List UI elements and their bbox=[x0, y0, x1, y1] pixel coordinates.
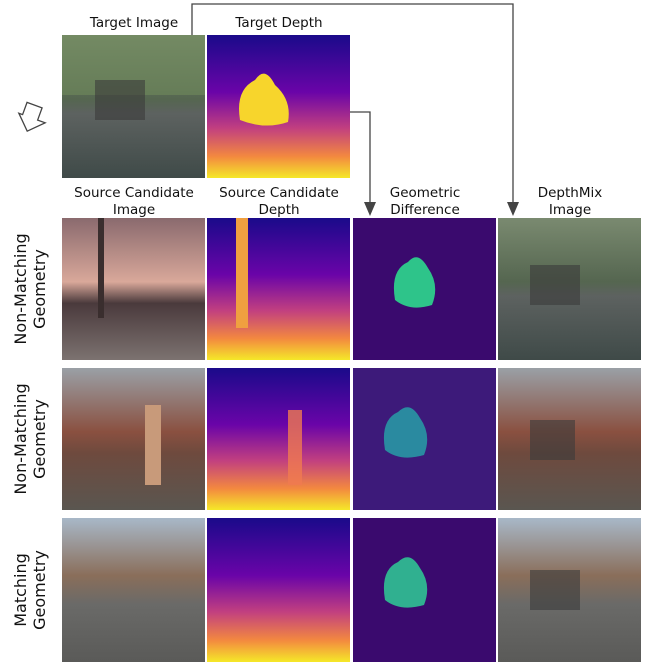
diff-blob bbox=[383, 557, 428, 608]
source-image bbox=[62, 368, 205, 510]
source-image bbox=[62, 518, 205, 662]
cyclists bbox=[530, 420, 575, 460]
pole-depth bbox=[236, 218, 248, 328]
label: Target Image bbox=[89, 15, 178, 31]
row-label: Non-Matching bbox=[11, 383, 30, 494]
arrow-head bbox=[507, 202, 519, 216]
row-label: Non-Matching bbox=[11, 233, 30, 344]
row-label: Geometry bbox=[30, 249, 49, 329]
cyclists bbox=[95, 80, 145, 120]
row-label: Matching bbox=[11, 553, 30, 627]
hollow-arrow bbox=[17, 101, 47, 133]
header: Difference bbox=[390, 202, 460, 218]
header: DepthMix bbox=[538, 185, 603, 201]
header: Geometric bbox=[390, 185, 461, 201]
top-labels: Target Image Target Depth bbox=[89, 15, 323, 31]
arrow bbox=[191, 3, 514, 212]
source-depth bbox=[207, 218, 350, 360]
arrow-head bbox=[364, 202, 376, 216]
header: Depth bbox=[258, 202, 299, 218]
diff-blob bbox=[393, 257, 436, 308]
header: Image bbox=[549, 202, 591, 218]
pole bbox=[98, 218, 104, 318]
cyclists bbox=[530, 570, 580, 610]
source-depth bbox=[207, 518, 350, 662]
header: Source Candidate bbox=[219, 185, 339, 201]
person bbox=[145, 405, 161, 485]
row-labels: Non-Matching Geometry Non-Matching Geome… bbox=[11, 233, 49, 630]
column-headers: Source Candidate Image Source Candidate … bbox=[74, 185, 602, 218]
row-label: Geometry bbox=[30, 399, 49, 479]
arrow bbox=[350, 111, 371, 212]
header: Source Candidate bbox=[74, 185, 194, 201]
diff-blob bbox=[383, 407, 428, 458]
depth-blob bbox=[239, 73, 289, 126]
person-depth bbox=[288, 410, 302, 485]
header: Image bbox=[113, 202, 155, 218]
cyclists bbox=[530, 265, 580, 305]
label: Target Depth bbox=[234, 15, 322, 31]
row-label: Geometry bbox=[30, 550, 49, 630]
source-depth bbox=[207, 368, 350, 510]
source-image bbox=[62, 218, 205, 360]
